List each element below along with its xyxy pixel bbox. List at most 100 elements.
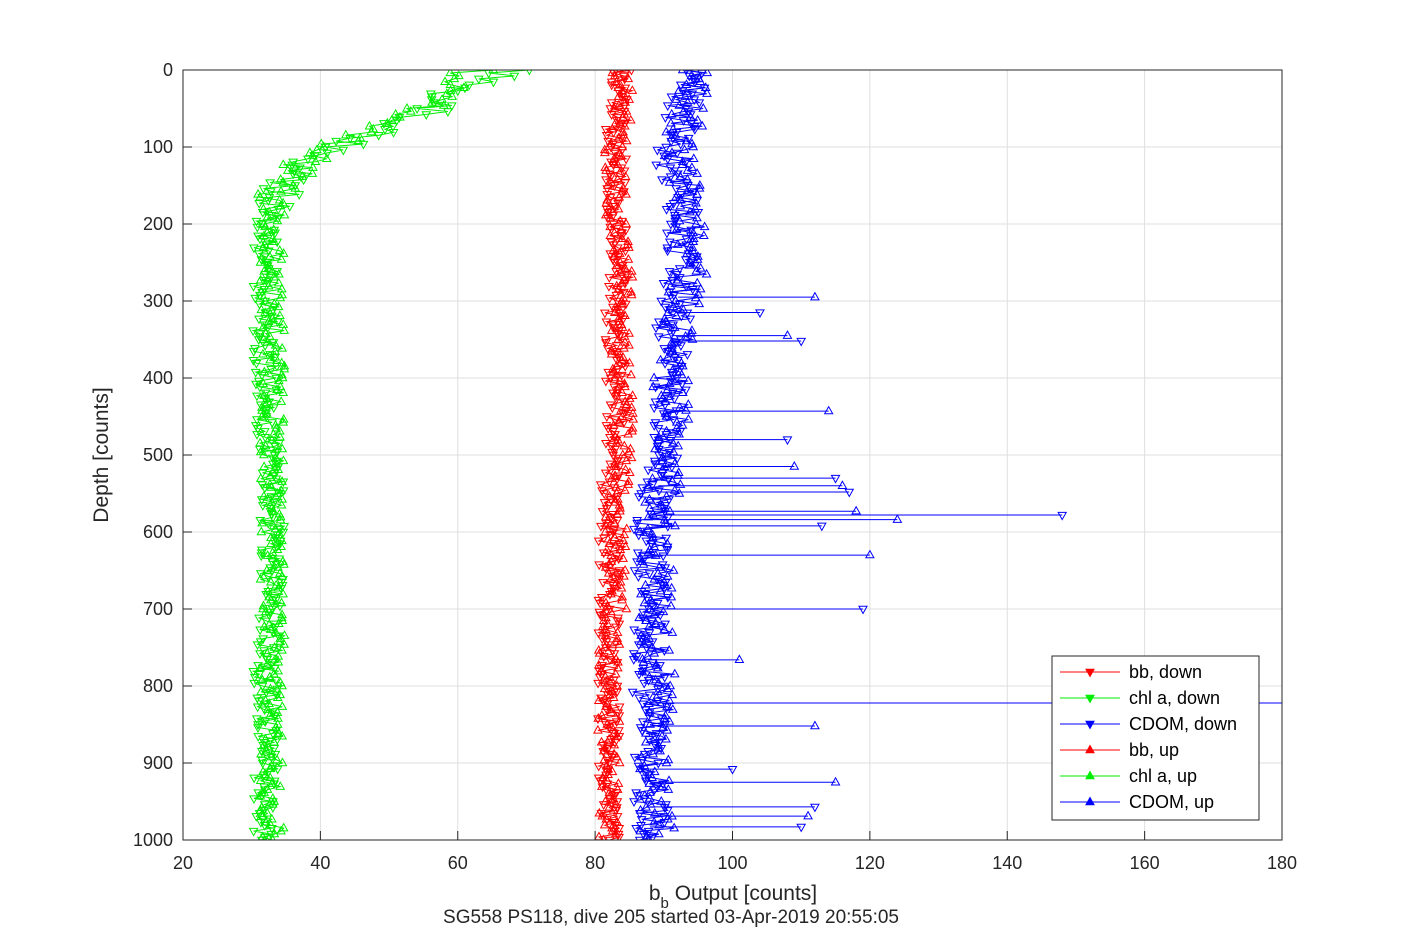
data-point [649,647,660,657]
data-point [612,662,623,672]
y-tick-label: 300 [143,291,173,311]
data-point [254,333,265,343]
data-point [667,627,678,636]
data-point [686,328,697,337]
data-point [277,476,287,485]
data-point [600,126,611,135]
data-point [626,452,637,462]
data-point [256,546,267,556]
data-point [254,315,264,325]
data-point [652,576,663,585]
data-point [275,511,286,521]
data-point [692,168,703,177]
data-point [677,387,688,397]
data-point [637,484,648,494]
data-point [274,525,285,535]
data-point [664,177,675,186]
legend-label: chl a, up [1129,766,1197,786]
data-point [617,591,628,601]
data-point [394,111,405,121]
data-point [647,641,658,651]
data-point [651,499,662,508]
data-point [686,70,697,80]
cdom-spikes [650,291,1282,833]
data-point [669,348,680,358]
data-point [248,348,259,357]
data-point [255,573,266,583]
data-point [263,262,274,272]
y-tick-label: 900 [143,753,173,773]
data-point [628,70,635,76]
data-point [620,381,630,391]
data-point [263,316,274,325]
data-point [425,90,436,100]
data-point [255,191,266,201]
data-point [255,790,266,799]
data-point [688,233,699,243]
data-point [262,227,273,237]
data-point [390,108,401,118]
data-point [637,718,648,728]
data-point [269,236,279,245]
data-point [643,547,654,556]
data-point [632,792,643,802]
data-point [655,745,665,755]
data-point [649,816,660,826]
data-point [272,487,283,497]
data-point [664,644,675,654]
data-point [599,309,610,319]
data-point [249,679,260,689]
data-point [644,671,655,681]
data-point [273,268,284,278]
data-point [613,82,624,91]
data-point [261,564,272,574]
data-point [649,422,660,431]
spike-point [810,803,820,813]
data-point [618,553,628,562]
data-point [600,602,610,612]
data-point [662,683,673,693]
data-point [653,434,664,444]
data-point [278,416,289,426]
data-point [318,141,329,151]
x-tick-label: 40 [310,853,330,873]
data-point [252,703,263,713]
data-point [258,490,269,500]
data-point [269,834,276,840]
data-point [611,291,622,301]
data-point [670,295,681,305]
data-point [653,567,663,577]
series-line [632,70,705,840]
data-point [664,775,674,784]
data-point [687,245,698,254]
data-point [275,514,286,524]
data-point [619,70,630,74]
data-point [672,170,683,180]
data-point [662,807,673,816]
data-point [662,538,673,548]
data-point [596,781,607,790]
data-point [677,70,688,74]
spike-point [858,605,868,615]
data-point [644,691,655,701]
data-point [278,588,289,598]
data-point [621,271,632,280]
data-point [658,606,669,616]
legend-swatch-marker [1085,694,1095,704]
data-point [648,381,659,391]
data-point [662,247,673,257]
spike-point [816,522,827,532]
data-point [659,345,670,354]
data-point [607,363,618,373]
data-point [689,188,700,197]
x-tick-label: 80 [585,853,605,873]
data-point [606,442,617,452]
data-point [272,544,283,553]
data-point [613,454,624,464]
data-point [260,434,271,443]
data-point [627,422,638,432]
data-point [609,650,620,659]
data-point [667,689,678,699]
data-point [608,582,619,591]
data-point [259,221,270,231]
